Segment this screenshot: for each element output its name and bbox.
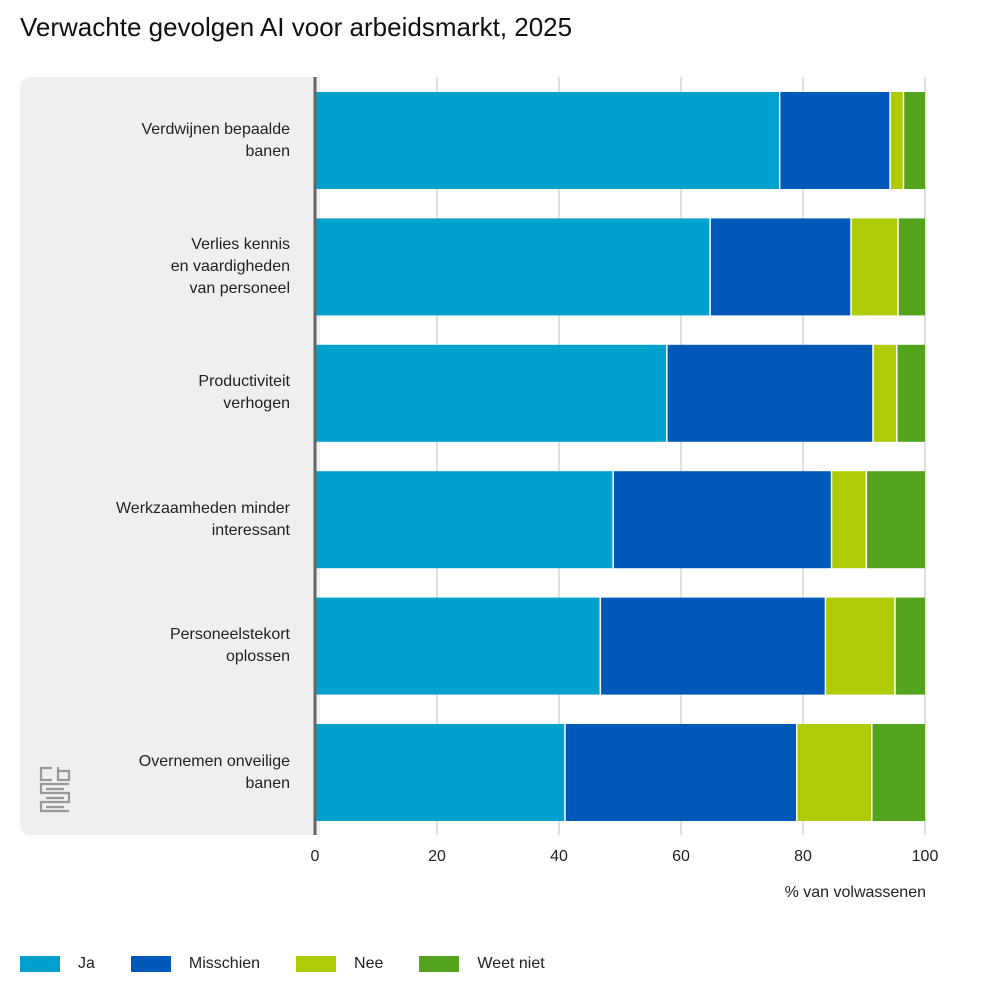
bar-nee	[832, 471, 866, 569]
bar-misschien	[565, 724, 797, 821]
bar-weet-niet	[904, 92, 925, 189]
legend-label: Nee	[354, 955, 384, 972]
legend-item: Weet niet	[419, 955, 545, 973]
legend-swatch	[20, 956, 60, 972]
legend-swatch	[296, 956, 337, 972]
legend-swatch	[130, 956, 171, 972]
cbs-logo-icon	[39, 766, 71, 813]
bar-ja	[315, 724, 565, 821]
bar-weet-niet	[895, 597, 925, 695]
legend-label: Ja	[78, 955, 95, 972]
legend-item: Nee	[296, 955, 383, 973]
bar-nee	[873, 344, 897, 442]
bar-misschien	[710, 218, 851, 316]
category-panel	[20, 77, 320, 835]
x-tick-label: 80	[794, 848, 812, 865]
bar-nee	[890, 92, 903, 189]
bar-weet-niet	[898, 218, 925, 316]
category-label: Personeelstekort oplossen	[169, 626, 290, 666]
x-tick-label: 20	[428, 848, 446, 865]
bar-ja	[315, 344, 667, 442]
legend-label: Weet niet	[477, 955, 545, 972]
category-label: Verdwijnen bepaalde banen	[141, 120, 290, 160]
x-tick-label: 40	[550, 848, 568, 865]
bar-misschien	[601, 597, 825, 695]
category-label: Productiviteit verhogen	[198, 373, 290, 413]
bar-misschien	[780, 92, 890, 189]
bar-nee	[797, 724, 872, 821]
chart-title: Verwachte gevolgen AI voor arbeidsmarkt,…	[20, 12, 573, 42]
bar-ja	[315, 471, 613, 569]
legend-swatch	[419, 956, 460, 972]
category-label: Overnemen onveilige banen	[138, 752, 290, 792]
bar-misschien	[667, 344, 873, 442]
bar-ja	[315, 597, 600, 695]
x-tick-label: 100	[911, 848, 939, 865]
bar-nee	[851, 218, 898, 316]
bar-misschien	[613, 471, 831, 569]
category-label: Werkzaamheden minder interessant	[115, 499, 290, 539]
bar-ja	[315, 92, 779, 189]
bar-nee	[826, 597, 895, 695]
x-tick-label: 0	[310, 848, 320, 865]
bar-weet-niet	[897, 344, 925, 442]
bar-weet-niet	[867, 471, 925, 569]
legend-label: Misschien	[188, 955, 261, 972]
x-axis-label: % van volwassenen	[784, 884, 926, 901]
bar-weet-niet	[872, 724, 925, 821]
legend: Ja Misschien Nee Weet niet	[20, 955, 581, 973]
x-tick-label: 60	[672, 848, 690, 865]
category-label: Verlies kennis en vaardigheden van perso…	[170, 235, 290, 297]
legend-item: Misschien	[130, 955, 261, 973]
bar-ja	[315, 218, 710, 316]
legend-item: Ja	[20, 955, 95, 973]
